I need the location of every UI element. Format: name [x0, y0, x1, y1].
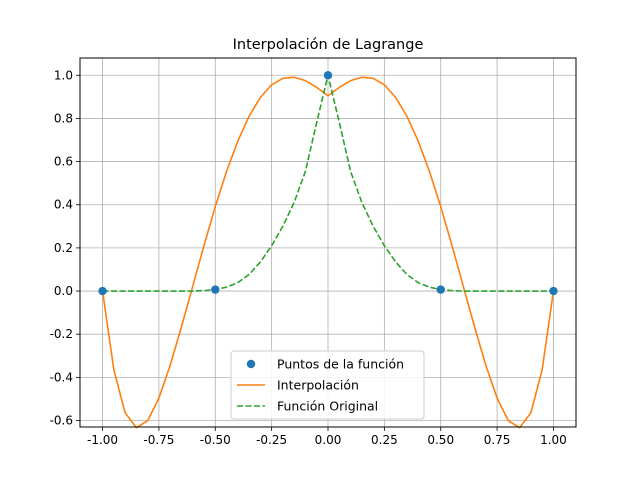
legend-label: Interpolación	[277, 378, 359, 393]
x-tick-label: 0.50	[427, 433, 454, 447]
interpolation-line	[101, 76, 555, 429]
y-tick-label: 0.8	[54, 111, 73, 125]
data-point	[98, 286, 107, 296]
y-tick-label: -0.4	[50, 370, 73, 384]
x-tick-label: -0.25	[256, 433, 287, 447]
x-tick-label: -1.00	[87, 433, 118, 447]
x-tick-label: 1.00	[540, 433, 567, 447]
x-tick-label: -0.75	[143, 433, 174, 447]
legend: Puntos de la función Interpolación Función…	[230, 350, 425, 420]
x-tick-label: 0.75	[484, 433, 511, 447]
x-axis: -1.00 -0.75 -0.50 -0.25 0.00 0.25 0.50 0.75 1.00	[87, 427, 567, 447]
y-tick-label: -0.6	[50, 414, 73, 428]
x-tick-label: 0.00	[315, 433, 342, 447]
y-axis: -0.6 -0.4 -0.2 0.0 0.2 0.4 0.6 0.8 1.0	[50, 68, 80, 428]
x-tick-label: 0.25	[371, 433, 398, 447]
legend-marker	[246, 359, 256, 369]
y-tick-label: 0.6	[54, 155, 73, 169]
y-tick-label: 0.0	[54, 284, 73, 298]
y-tick-label: -0.2	[50, 327, 73, 341]
legend-label: Función Original	[277, 399, 378, 414]
data-point	[323, 71, 333, 80]
y-tick-label: 1.0	[54, 68, 73, 82]
data-point	[211, 285, 220, 294]
y-tick-label: 0.4	[54, 198, 73, 212]
legend-box	[230, 350, 425, 420]
series-layer	[98, 71, 558, 429]
legend-label: Puntos de la función	[277, 357, 404, 372]
y-tick-label: 0.2	[54, 241, 73, 255]
chart-title: Interpolación de Lagrange	[233, 37, 424, 53]
data-point	[436, 285, 445, 294]
data-point	[549, 286, 558, 296]
x-tick-label: -0.50	[200, 433, 231, 447]
